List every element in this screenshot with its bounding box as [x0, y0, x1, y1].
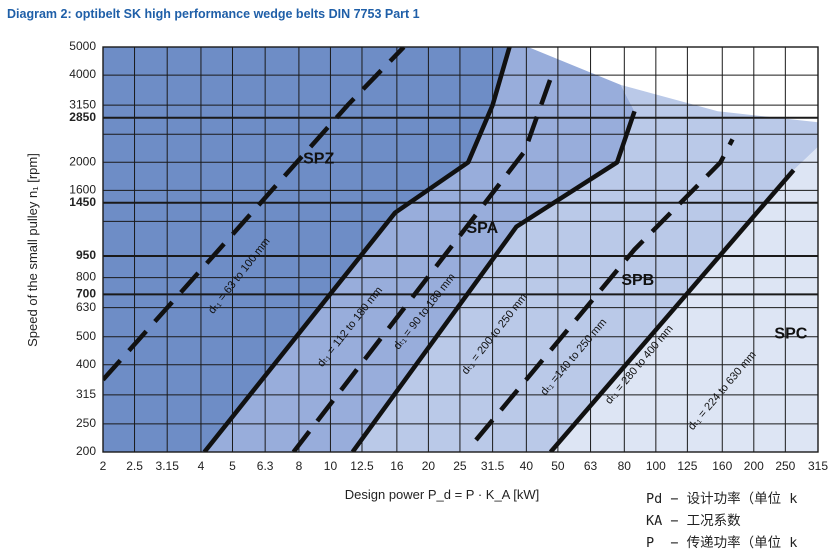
x-tick-label: 200: [744, 459, 764, 473]
x-tick-label: 2.5: [126, 459, 143, 473]
region-spb: [352, 84, 818, 452]
formula-legend: Pd − 设计功率（单位 k KA − 工况系数 P − 传递功率（单位 k: [646, 488, 797, 554]
x-tick-label: 2: [100, 459, 107, 473]
x-tick-label: 5: [229, 459, 236, 473]
x-tick-label: 63: [584, 459, 598, 473]
plot-frame: [102, 46, 819, 453]
y-tick-label: 700: [76, 287, 96, 301]
y-tick-label: 2000: [69, 154, 96, 168]
y-tick-label: 250: [76, 416, 96, 430]
x-tick-label: 10: [324, 459, 338, 473]
region-labels: SPZ SPA SPB SPC: [303, 150, 808, 342]
y-tick-label: 2850: [69, 110, 96, 124]
x-axis-label: Design power P_d = P · K_A [kW]: [345, 487, 540, 502]
y-tick-label: 4000: [69, 67, 96, 81]
belt-limit-line-4: [350, 110, 637, 452]
belt-limit-line-5: [474, 138, 735, 442]
legend-line-p: P − 传递功率（单位 k: [646, 535, 798, 551]
x-tick-label: 31.5: [481, 459, 505, 473]
x-tick-label: 8: [296, 459, 303, 473]
x-tick-label: 3.15: [156, 459, 180, 473]
x-tick-label: 100: [646, 459, 666, 473]
x-tick-label: 16: [390, 459, 404, 473]
x-tick-label: 25: [453, 459, 467, 473]
y-tick-label: 400: [76, 357, 96, 371]
y-axis-label: Speed of the small pulley n₁ [rpm]: [25, 153, 40, 347]
x-tick-label: 4: [198, 459, 205, 473]
y-tick-label: 3150: [69, 97, 96, 111]
y-tick-label: 630: [76, 300, 96, 314]
x-tick-label: 80: [618, 459, 632, 473]
x-tick-label: 12.5: [350, 459, 374, 473]
y-tick-label: 5000: [69, 39, 96, 53]
y-tick-label: 800: [76, 270, 96, 284]
region-label-spa: SPA: [467, 220, 499, 237]
belt-limit-line-1: [103, 47, 406, 382]
y-tick-label: 315: [76, 387, 96, 401]
belt-limit-line-3: [291, 77, 553, 452]
y-tick-label: 1450: [69, 195, 96, 209]
region-label-spc: SPC: [774, 325, 807, 342]
x-tick-label: 6.3: [257, 459, 274, 473]
x-tick-label: 250: [775, 459, 795, 473]
y-tick-label: 1600: [69, 183, 96, 197]
series-lines: [103, 47, 796, 452]
x-tick-label: 50: [551, 459, 565, 473]
region-label-spb: SPB: [621, 272, 654, 289]
region-label-spz: SPZ: [303, 150, 334, 167]
y-tick-label: 200: [76, 444, 96, 458]
belt-limit-line-6: [548, 168, 796, 452]
legend-line-ka: KA − 工况系数: [646, 513, 741, 529]
x-tick-label: 125: [677, 459, 697, 473]
belt-limit-line-2: [202, 47, 512, 452]
y-tick-label: 500: [76, 329, 96, 343]
x-tick-label: 20: [422, 459, 436, 473]
region-fills: [103, 47, 818, 452]
x-tick-label: 315: [808, 459, 828, 473]
y-tick-label: 950: [76, 248, 96, 262]
x-tick-label: 40: [520, 459, 534, 473]
region-spa: [204, 47, 635, 452]
region-spz: [103, 47, 510, 452]
x-tick-label: 160: [712, 459, 732, 473]
chart-title: Diagram 2: optibelt SK high performance …: [7, 7, 420, 21]
x-tick-labels: 2 2.5 3.15 4 5 6.3 8 10 12.5 16 20 25 31.5 40 50 63 80 10…: [100, 459, 829, 473]
legend-line-pd: Pd − 设计功率（单位 k: [646, 491, 798, 507]
